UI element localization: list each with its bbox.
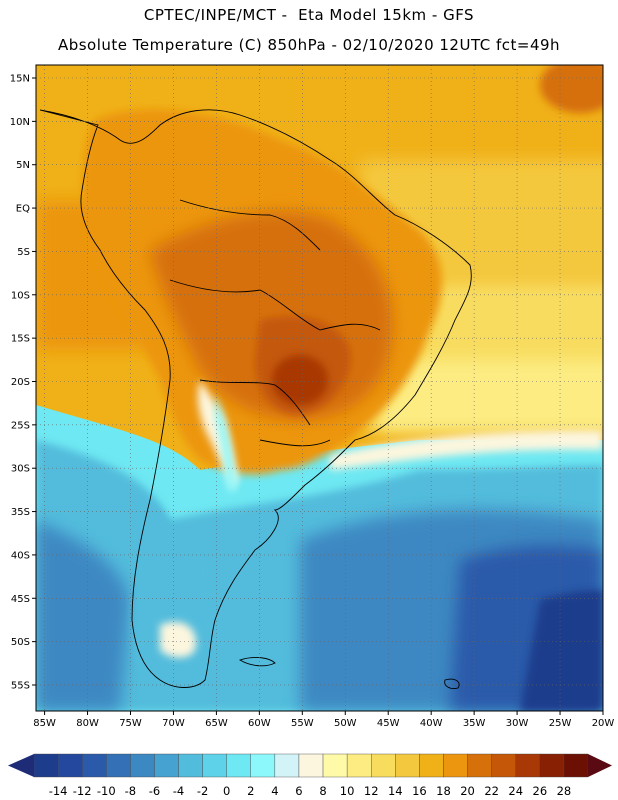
lat-label: 10S — [11, 290, 30, 301]
colorbar-swatch — [467, 753, 492, 778]
colorbar-swatch — [346, 753, 372, 778]
lon-label: 80W — [76, 718, 99, 729]
colorbar-swatch — [57, 753, 83, 778]
lon-label: 85W — [33, 718, 56, 729]
colorbar-swatch — [298, 753, 324, 778]
lon-label: 25W — [549, 718, 572, 729]
colorbar-right-arrow — [588, 754, 612, 777]
colorbar-swatch — [106, 753, 131, 778]
colorbar-label: 22 — [484, 784, 499, 798]
colorbar-swatch — [539, 753, 565, 778]
colorbar-label: 0 — [223, 784, 230, 798]
lat-label: 5S — [17, 247, 30, 258]
graticule — [36, 65, 603, 711]
lat-label: 35S — [11, 507, 30, 518]
colorbar-label: 28 — [557, 784, 572, 798]
lat-label: 5N — [16, 160, 30, 171]
colorbar-swatch — [322, 753, 348, 778]
colorbar-label: 20 — [460, 784, 475, 798]
colorbar-swatch — [130, 753, 155, 778]
lat-label: 55S — [11, 680, 30, 691]
lat-label: 20S — [11, 377, 30, 388]
colorbar-swatch — [81, 753, 107, 778]
map-frame — [35, 64, 604, 712]
lat-label: 10N — [10, 117, 30, 128]
colorbar-label: 6 — [295, 784, 302, 798]
colorbar-label: 2 — [247, 784, 254, 798]
temperature-field — [36, 65, 603, 711]
colorbar-label: 16 — [412, 784, 427, 798]
lon-label: 20W — [592, 718, 615, 729]
lat-label: 15N — [10, 74, 30, 85]
colorbar-swatch — [515, 753, 541, 778]
colorbar-label: 12 — [364, 784, 379, 798]
lon-label: 75W — [119, 718, 142, 729]
lon-label: 55W — [291, 718, 314, 729]
colorbar-swatch — [395, 753, 420, 778]
map-title-line2: Absolute Temperature (C) 850hPa - 02/10/… — [57, 36, 561, 54]
colorbar-swatch — [419, 753, 444, 778]
latitude-labels: 15N 10N 5N EQ 5S 10S 15S 20S 25S 30S 35S 40S 45S 50S 5… — [10, 74, 36, 691]
colorbar-swatch — [202, 753, 227, 778]
lat-label: 15S — [11, 334, 30, 345]
colorbar-label: 26 — [533, 784, 548, 798]
colorbar-label: -12 — [73, 784, 92, 798]
colorbar-label: -2 — [197, 784, 208, 798]
colorbar-label: -4 — [173, 784, 184, 798]
longitude-labels: 85W 80W 75W 70W 65W 60W 55W 50W 45W 40W 35W 30W 25W 2… — [33, 711, 614, 729]
colorbar-label: 14 — [388, 784, 403, 798]
colorbar-swatch — [154, 753, 179, 778]
colorbar-left-arrow — [8, 754, 34, 777]
colorbar-label: -10 — [97, 784, 116, 798]
lon-label: 70W — [162, 718, 185, 729]
lon-label: 65W — [205, 718, 228, 729]
colorbar-label: 8 — [319, 784, 326, 798]
colorbar-label: -14 — [49, 784, 68, 798]
colorbar-swatch — [563, 753, 589, 778]
lat-label: 30S — [11, 464, 30, 475]
colorbar-swatch — [491, 753, 516, 778]
lon-label: 35W — [463, 718, 486, 729]
coastline — [39, 109, 472, 689]
colorbar-swatch — [443, 753, 468, 778]
lon-label: 50W — [334, 718, 357, 729]
colorbar-label: 24 — [508, 784, 523, 798]
lon-label: 45W — [377, 718, 400, 729]
lon-label: 30W — [506, 718, 529, 729]
lon-label: 40W — [420, 718, 443, 729]
colorbar-swatch — [274, 753, 300, 778]
colorbar-label: 10 — [340, 784, 355, 798]
colorbar-label: 4 — [271, 784, 278, 798]
colorbar-label: 18 — [436, 784, 451, 798]
lat-label: 40S — [11, 550, 30, 561]
colorbar-swatch — [250, 753, 276, 778]
colorbar-swatch — [33, 753, 59, 778]
colorbar-label: -6 — [149, 784, 160, 798]
colorbar-swatch — [178, 753, 203, 778]
colorbar: -14 -12 -10 -8 -6 -4 -2 0 2 4 6 8 10 12 14 16 18 20 22 24 26… — [8, 753, 612, 798]
colorbar-swatch — [371, 753, 396, 778]
colorbar-swatch — [226, 753, 251, 778]
lon-label: 60W — [248, 718, 271, 729]
lat-label: EQ — [16, 204, 30, 215]
colorbar-label: -8 — [125, 784, 136, 798]
lat-label: 45S — [11, 594, 30, 605]
lat-label: 25S — [11, 420, 30, 431]
lat-label: 50S — [11, 637, 30, 648]
map-title-line1: CPTEC/INPE/MCT - Eta Model 15km - GFS — [143, 6, 475, 24]
